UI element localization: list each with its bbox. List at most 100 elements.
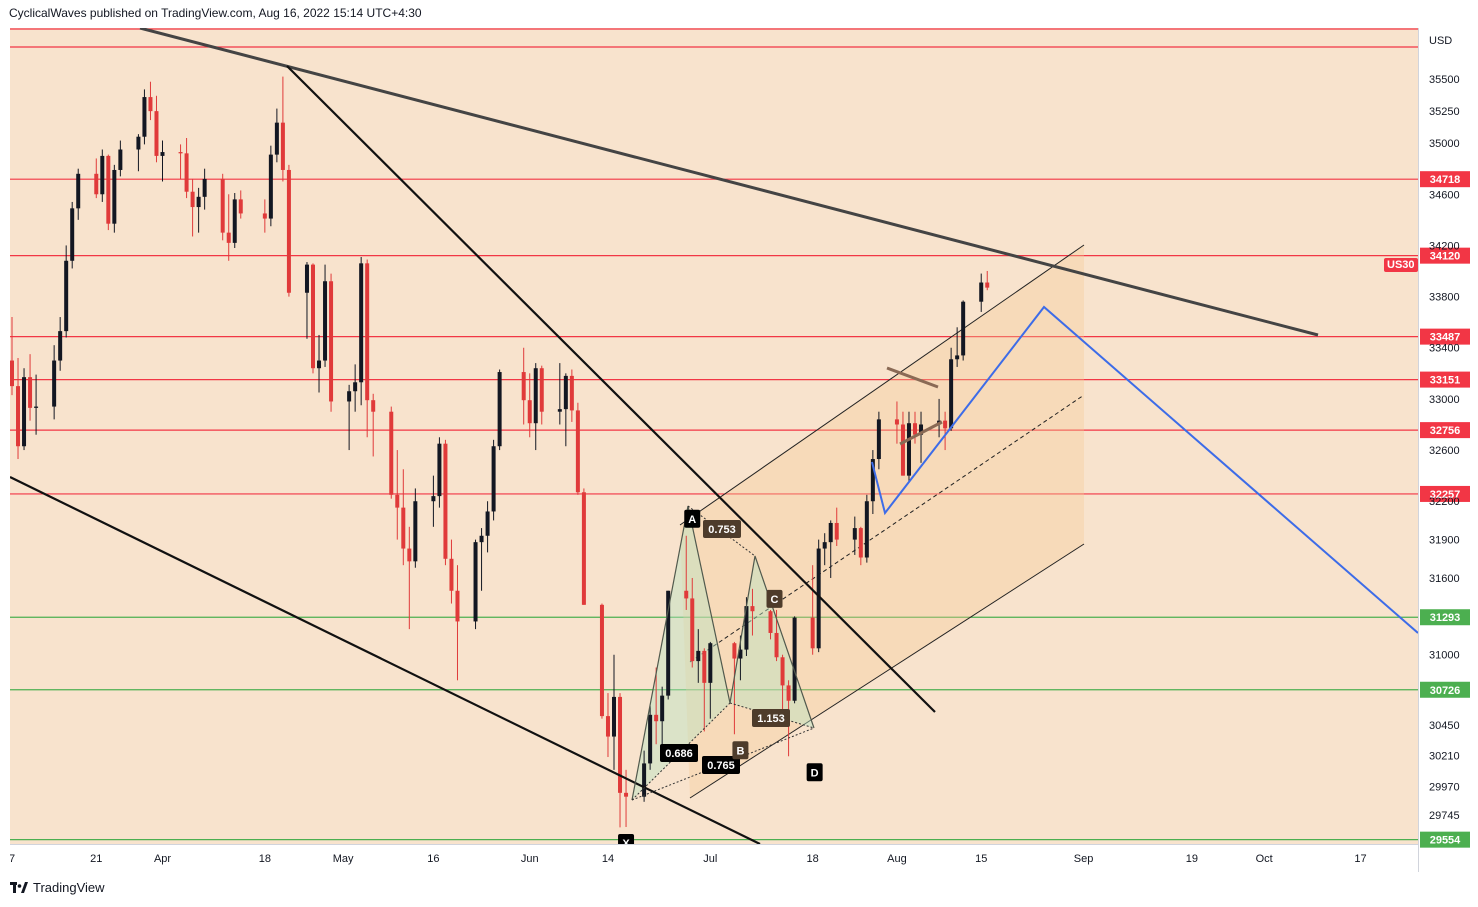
time-tick-label: Jun	[521, 853, 539, 865]
svg-text:1.153: 1.153	[757, 713, 785, 725]
candle-body	[738, 649, 743, 659]
candle-body	[828, 522, 833, 543]
candle-body	[557, 409, 562, 412]
harmonic-point-label: B	[736, 745, 744, 757]
candle-body	[238, 199, 243, 214]
candle-body	[521, 372, 526, 401]
candle-body	[347, 391, 352, 402]
ratio-label-bd: 1.153	[752, 709, 790, 727]
candle-body	[654, 714, 659, 722]
time-tick-label: 14	[602, 853, 614, 865]
candle-body	[190, 191, 195, 208]
level-badge-text-32756: 32756	[1430, 425, 1461, 437]
candle-body	[359, 263, 364, 383]
downtrend-line-top	[139, 28, 1319, 337]
candle-body	[913, 423, 917, 435]
candle-body	[317, 360, 322, 369]
candle-body	[22, 377, 27, 447]
time-tick-label: May	[333, 853, 354, 865]
tradingview-logo-icon	[10, 881, 28, 894]
footer[interactable]: TradingView	[10, 880, 105, 895]
harmonic-bd-line	[729, 702, 815, 729]
candle-body	[184, 153, 189, 192]
candle-body	[618, 696, 623, 793]
level-badge-33487	[1420, 328, 1470, 345]
candle-body	[274, 122, 279, 155]
candle-body	[443, 443, 448, 559]
price-tick-label: 33800	[1429, 292, 1460, 304]
candle-body	[774, 632, 779, 658]
candle-body	[280, 122, 285, 170]
price-tick-label: 34200	[1429, 240, 1460, 252]
time-axis-svg: 7 21 Apr 18 May 16 Jun 14 Jul 18 Aug 15 Sep 19 Oct 17	[9, 853, 1367, 865]
candle-body	[786, 685, 791, 701]
candle-body	[100, 155, 105, 195]
harmonic-point-A	[684, 509, 701, 528]
candle-body	[780, 657, 785, 686]
ratio-label-xb: 0.753	[703, 520, 741, 538]
price-tick-label: 30210	[1429, 751, 1460, 763]
time-tick-label: 15	[975, 853, 987, 865]
level-badge-text-31293: 31293	[1430, 612, 1461, 624]
channel-upper-line	[679, 244, 1085, 526]
candle-body	[136, 136, 141, 150]
time-tick-label: 7	[10, 853, 15, 865]
candle-body	[473, 542, 478, 622]
candle-body	[94, 173, 99, 195]
candle-body	[864, 501, 869, 558]
candle-body	[431, 496, 436, 502]
price-tick-label: 35000	[1429, 138, 1460, 150]
footer-brand: TradingView	[33, 880, 105, 895]
ratio-label-xd: 0.686	[660, 744, 698, 762]
time-tick-label: Oct	[1256, 853, 1273, 865]
candle-body	[232, 199, 237, 243]
price-tick-label: 32600	[1429, 445, 1460, 457]
time-tick-label: 16	[427, 853, 439, 865]
chart-plot-area[interactable]: 0.753 1.153 0.686 0.765 X A B C D US30	[10, 28, 1418, 872]
candle-body	[329, 281, 334, 402]
candle-body	[708, 643, 713, 683]
harmonic-point-label: D	[811, 767, 819, 779]
downtrend-line-mid	[286, 65, 936, 713]
candle-body	[750, 606, 755, 612]
price-tick-label: 31600	[1429, 573, 1460, 585]
candle-body	[624, 792, 629, 797]
candle-body	[371, 400, 376, 412]
candle-body	[491, 446, 496, 512]
candle-body	[311, 264, 315, 369]
harmonic-point-B	[732, 741, 749, 760]
level-badge-29554	[1420, 831, 1470, 848]
candle-body	[900, 424, 905, 476]
candle-body	[202, 178, 207, 197]
candle-body	[497, 372, 502, 447]
candle-body	[437, 443, 442, 497]
candle-body	[684, 590, 689, 599]
price-tick-label: 34600	[1429, 189, 1460, 201]
candle-body	[906, 423, 911, 476]
time-tick-label: Jul	[703, 853, 717, 865]
price-axis[interactable]: USD 34718 34120 33487 33151 32756 32257 31293 3…	[1418, 28, 1471, 872]
candle-body	[148, 97, 153, 112]
candle-body	[605, 716, 610, 737]
chart-svg: 0.753 1.153 0.686 0.765 X A B C D	[10, 28, 1418, 852]
candle-body	[407, 548, 412, 562]
candle-body	[395, 494, 400, 508]
candle-body	[118, 149, 123, 170]
svg-text:0.753: 0.753	[708, 524, 736, 536]
candle-body	[142, 97, 147, 137]
candle-body	[413, 501, 418, 562]
candle-body	[106, 155, 111, 224]
candle-body	[304, 264, 309, 293]
price-tick-label: 30450	[1429, 720, 1460, 732]
candle-body	[642, 763, 647, 797]
candle-body	[816, 548, 821, 649]
candle-body	[949, 359, 954, 429]
candle-body	[455, 590, 460, 622]
candle-body	[268, 154, 273, 219]
projection-path	[871, 305, 1418, 634]
candle-body	[178, 152, 183, 154]
time-axis[interactable]: 7 21 Apr 18 May 16 Jun 14 Jul 18 Aug 15 Sep 19 Oct 17	[9, 844, 1418, 873]
svg-text:0.686: 0.686	[665, 748, 693, 760]
time-tick-label: 18	[807, 853, 819, 865]
symbol-badge: US30	[1384, 258, 1418, 272]
